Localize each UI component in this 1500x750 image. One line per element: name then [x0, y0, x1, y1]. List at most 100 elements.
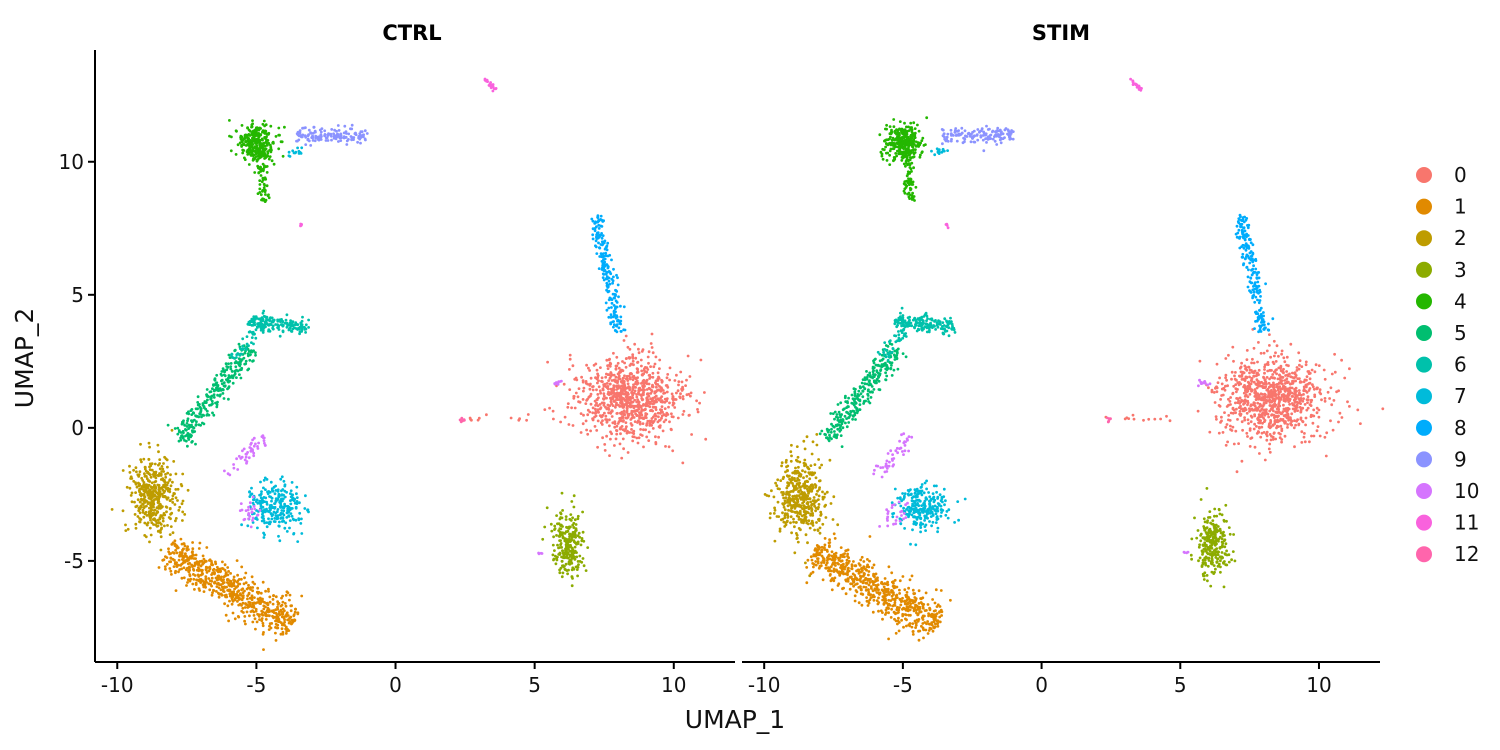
point — [205, 413, 209, 417]
point — [651, 402, 654, 406]
point — [1312, 387, 1316, 391]
point — [215, 373, 219, 377]
point — [1220, 387, 1224, 391]
point — [1290, 412, 1294, 416]
point — [149, 475, 153, 479]
point — [223, 469, 226, 473]
point — [253, 507, 257, 511]
point — [597, 241, 600, 245]
point — [1263, 458, 1267, 462]
point — [673, 406, 677, 409]
point — [670, 412, 673, 416]
point — [281, 611, 285, 614]
point — [191, 541, 195, 544]
point — [615, 391, 619, 395]
point — [277, 524, 281, 528]
point — [1283, 360, 1287, 364]
point — [134, 491, 138, 494]
point — [286, 504, 290, 508]
point — [138, 500, 142, 504]
point — [252, 154, 255, 158]
point — [1280, 427, 1284, 431]
point — [157, 463, 160, 467]
point — [654, 382, 658, 386]
point — [193, 574, 197, 577]
point — [617, 374, 621, 378]
point — [883, 577, 887, 580]
point — [288, 620, 292, 624]
point — [164, 555, 167, 558]
point — [568, 388, 572, 391]
point — [659, 408, 662, 411]
point — [1279, 396, 1282, 400]
point — [559, 543, 562, 547]
point — [188, 579, 192, 583]
point — [633, 342, 637, 346]
point — [677, 380, 681, 383]
point — [1257, 380, 1260, 383]
point — [204, 578, 208, 582]
point — [578, 554, 582, 558]
point — [1273, 405, 1277, 408]
point — [645, 366, 649, 369]
point — [140, 476, 144, 480]
point — [1282, 356, 1286, 360]
point — [262, 314, 266, 318]
point — [642, 428, 645, 432]
point — [157, 566, 161, 569]
point — [607, 408, 611, 411]
point — [260, 180, 264, 184]
point — [571, 424, 575, 427]
point — [1294, 423, 1297, 427]
point — [262, 536, 266, 539]
point — [250, 336, 254, 339]
point — [283, 620, 286, 624]
point — [703, 391, 706, 394]
point — [151, 473, 155, 476]
point — [635, 409, 639, 413]
point — [240, 604, 243, 607]
point — [658, 424, 662, 427]
point — [246, 594, 250, 598]
point — [680, 389, 684, 392]
point — [232, 466, 236, 470]
point — [233, 348, 237, 352]
point — [182, 566, 186, 570]
point — [227, 619, 231, 623]
point — [289, 489, 293, 493]
point — [204, 565, 208, 569]
point — [1323, 399, 1327, 403]
point — [1252, 346, 1256, 350]
point — [284, 593, 288, 597]
point — [553, 524, 557, 528]
point — [593, 425, 597, 428]
point — [590, 217, 594, 221]
point — [243, 158, 247, 162]
point — [268, 520, 272, 524]
point — [168, 560, 171, 564]
x-tick-label: 0 — [389, 673, 402, 697]
point — [1198, 359, 1202, 363]
point — [579, 543, 583, 547]
point — [1309, 400, 1313, 404]
point — [150, 462, 154, 466]
point — [638, 387, 642, 390]
point — [186, 562, 190, 566]
point — [226, 365, 230, 369]
point — [572, 494, 576, 498]
point — [285, 321, 289, 325]
point — [307, 133, 310, 137]
point — [620, 411, 624, 415]
point — [650, 388, 653, 392]
point — [184, 428, 188, 432]
point — [187, 548, 190, 551]
point — [252, 131, 255, 135]
point — [276, 514, 280, 517]
point — [176, 499, 179, 502]
point — [319, 130, 323, 134]
point — [626, 400, 629, 404]
point — [295, 485, 299, 489]
point — [1229, 428, 1232, 431]
point — [294, 327, 298, 330]
